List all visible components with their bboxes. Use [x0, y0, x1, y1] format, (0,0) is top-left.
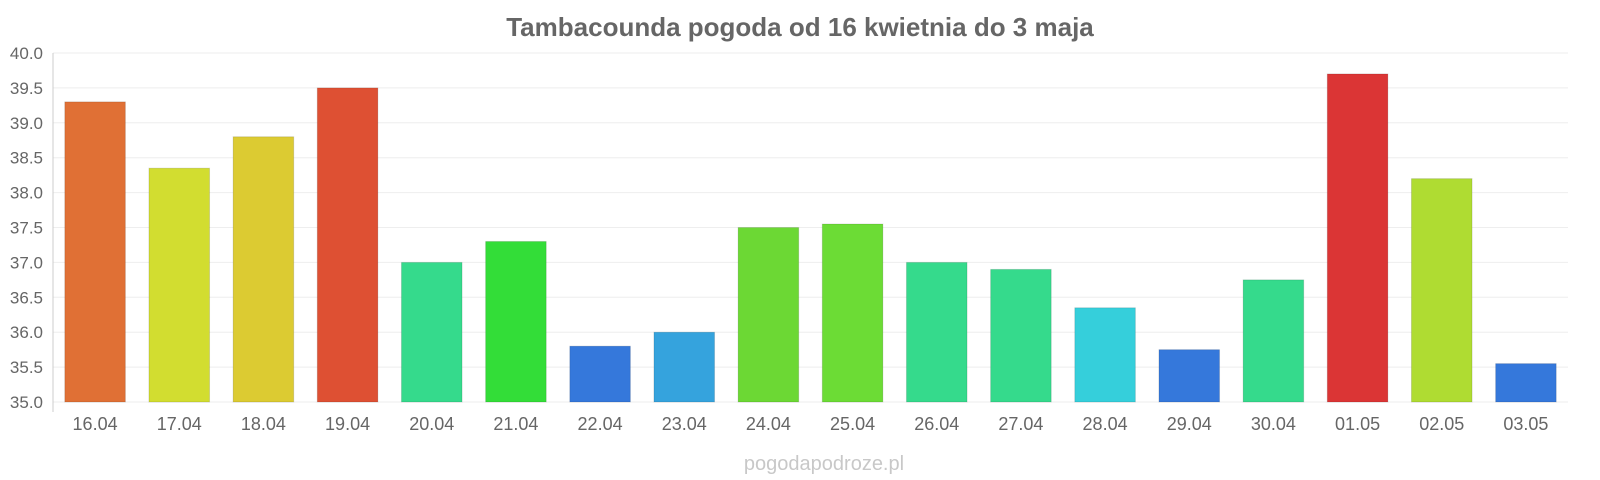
x-tick-label: 29.04 [1167, 414, 1212, 434]
x-tick-label: 24.04 [746, 414, 791, 434]
bars [64, 73, 1557, 403]
y-tick-label: 36.0 [10, 323, 43, 342]
bar-03.05 [1495, 363, 1557, 403]
y-tick-label: 35.5 [10, 358, 43, 377]
bar-20.04 [400, 261, 463, 403]
bar-26.04 [905, 261, 968, 403]
y-tick-label: 38.5 [10, 149, 43, 168]
gridlines [53, 52, 1568, 403]
bar-22.04 [569, 345, 631, 403]
y-tick-label: 38.0 [10, 184, 43, 203]
x-tick-label: 19.04 [325, 414, 370, 434]
x-tick-label: 03.05 [1503, 414, 1548, 434]
x-tick-label: 18.04 [241, 414, 286, 434]
y-tick-label: 35.0 [10, 393, 43, 412]
bar-27.04 [990, 268, 1052, 403]
bar-16.04 [64, 101, 126, 403]
bar-02.05 [1410, 178, 1473, 403]
x-tick-label: 23.04 [662, 414, 707, 434]
bar-19.04 [316, 87, 379, 403]
x-tick-label: 28.04 [1083, 414, 1128, 434]
bar-24.04 [737, 227, 800, 403]
bar-28.04 [1074, 307, 1136, 403]
x-tick-label: 25.04 [830, 414, 875, 434]
x-tick-label: 22.04 [578, 414, 623, 434]
y-tick-label: 40.0 [10, 44, 43, 63]
chart-title: Tambacounda pogoda od 16 kwietnia do 3 m… [506, 12, 1094, 42]
y-axis-ticks: 35.0 35.5 36.0 36.5 37.0 37.5 38.0 38.5 39.0 39.5… [10, 44, 43, 412]
y-tick-label: 39.5 [10, 79, 43, 98]
x-tick-label: 01.05 [1335, 414, 1380, 434]
x-tick-label: 17.04 [157, 414, 202, 434]
x-tick-label: 02.05 [1419, 414, 1464, 434]
bar-18.04 [232, 136, 295, 403]
y-tick-label: 36.5 [10, 288, 43, 307]
bar-21.04 [485, 240, 547, 403]
bar-30.04 [1242, 279, 1305, 403]
y-tick-label: 37.5 [10, 219, 43, 238]
bar-01.05 [1326, 73, 1389, 403]
bar-25.04 [821, 223, 884, 403]
bar-17.04 [148, 167, 211, 403]
x-axis-ticks: 16.04 17.04 18.04 19.04 20.04 21.04 22.04 23.04… [73, 414, 1549, 434]
y-tick-label: 37.0 [10, 253, 43, 272]
x-tick-label: 21.04 [493, 414, 538, 434]
bar-23.04 [653, 331, 716, 403]
x-tick-label: 20.04 [409, 414, 454, 434]
x-tick-label: 26.04 [914, 414, 959, 434]
x-tick-label: 30.04 [1251, 414, 1296, 434]
x-tick-label: 16.04 [73, 414, 118, 434]
y-tick-label: 39.0 [10, 114, 43, 133]
bar-29.04 [1158, 349, 1221, 403]
x-tick-label: 27.04 [998, 414, 1043, 434]
watermark: pogodapodroze.pl [744, 453, 904, 475]
